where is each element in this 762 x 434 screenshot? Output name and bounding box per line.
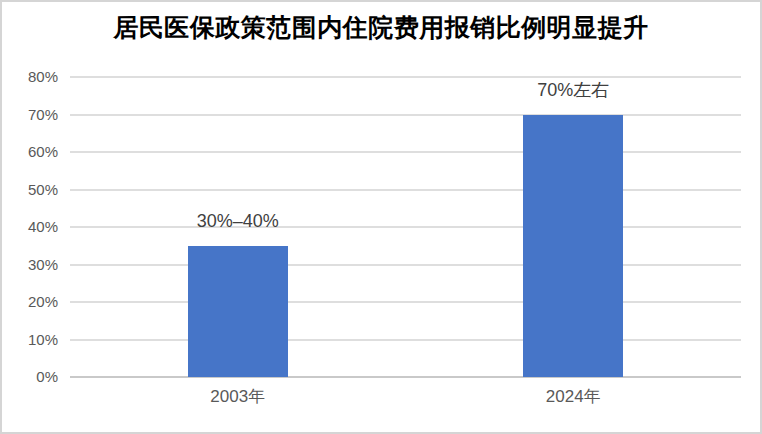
y-tick-label: 30%: [2, 255, 58, 275]
y-tick-label: 70%: [2, 105, 58, 125]
y-tick-label: 20%: [2, 292, 58, 312]
y-tick-label: 80%: [2, 67, 58, 87]
bar-2003年: [188, 246, 288, 377]
gridline: [70, 264, 741, 266]
bar-value-label: 30%–40%: [128, 210, 348, 232]
x-axis-line: [70, 376, 741, 378]
x-category-label: 2003年: [128, 385, 348, 409]
bar-value-label: 70%左右: [463, 79, 683, 101]
y-tick-label: 40%: [2, 217, 58, 237]
gridline: [70, 189, 741, 191]
chart-card: 居民医保政策范围内住院费用报销比例明显提升 0%10%20%30%40%50%6…: [0, 0, 762, 434]
bar-2024年: [523, 115, 623, 378]
gridline: [70, 114, 741, 116]
y-tick-label: 60%: [2, 142, 58, 162]
y-tick-label: 0%: [2, 367, 58, 387]
plot-area: 0%10%20%30%40%50%60%70%80% 30%–40%70%左右 …: [2, 2, 760, 432]
gridline: [70, 301, 741, 303]
y-tick-label: 10%: [2, 330, 58, 350]
y-tick-label: 50%: [2, 180, 58, 200]
x-category-label: 2024年: [463, 385, 683, 409]
gridline: [70, 151, 741, 153]
gridline: [70, 339, 741, 341]
